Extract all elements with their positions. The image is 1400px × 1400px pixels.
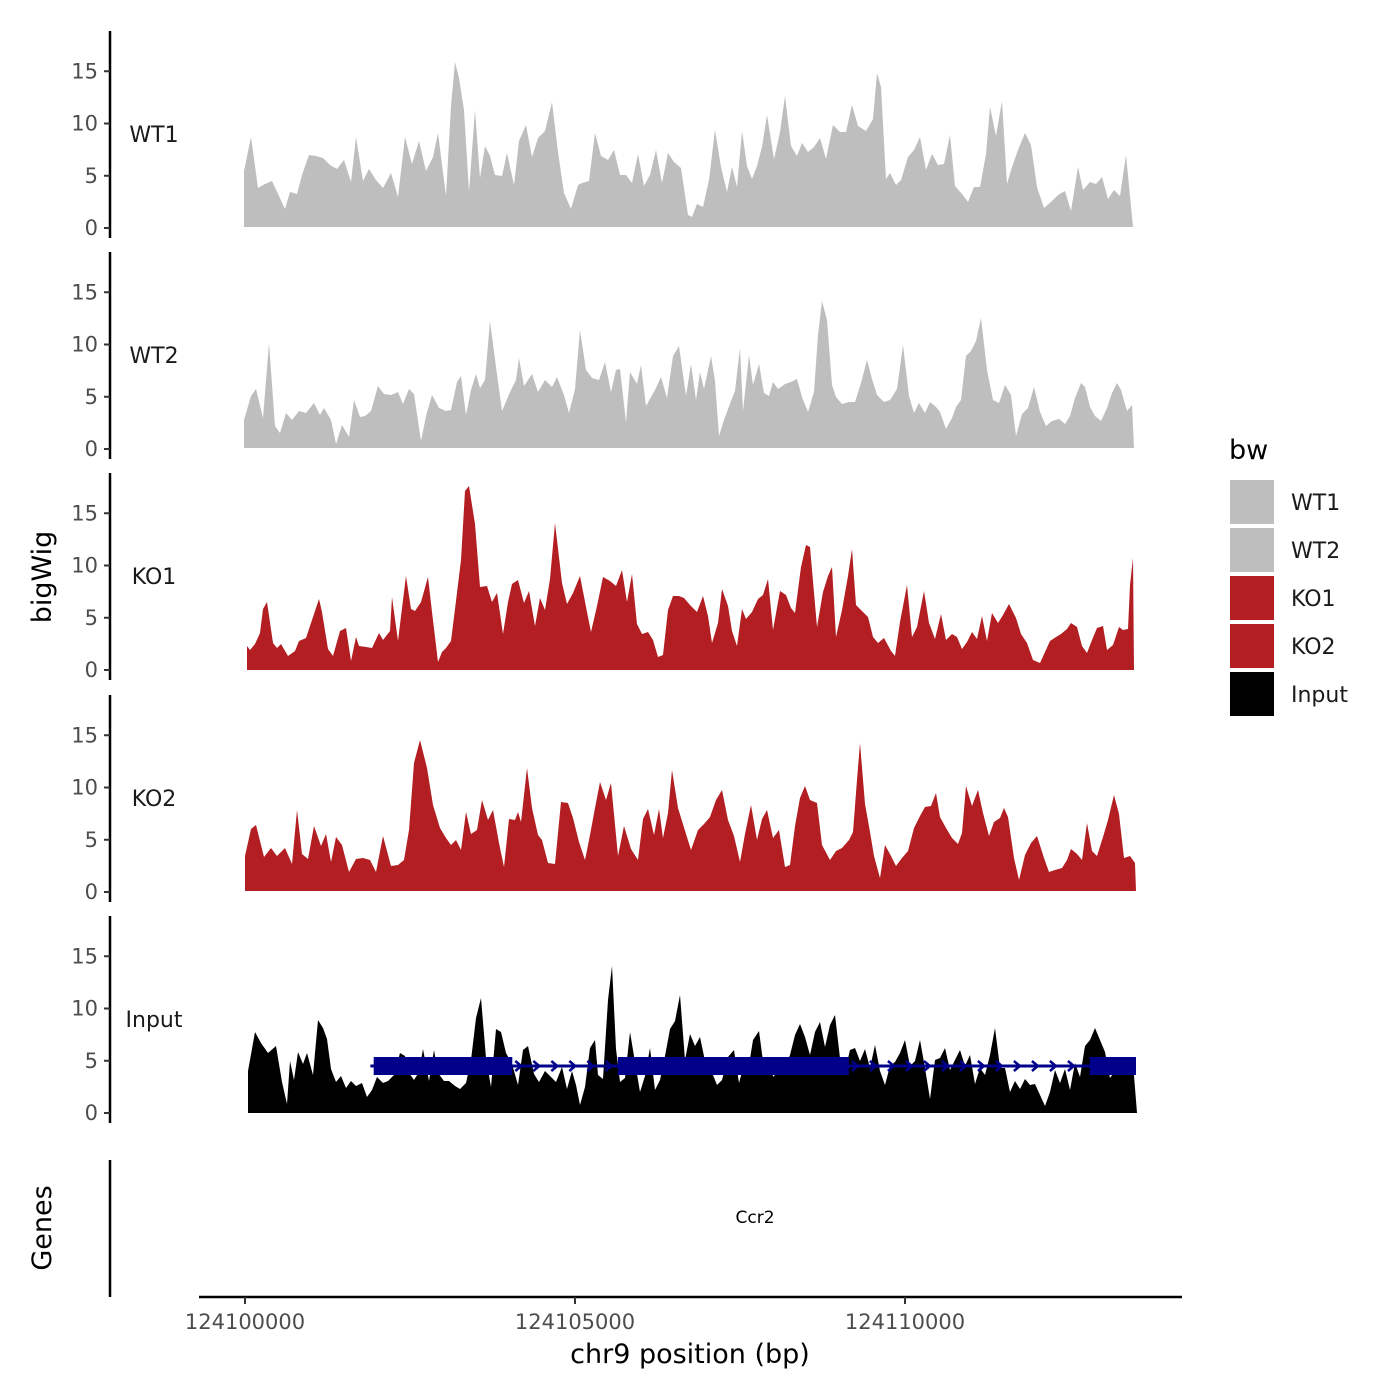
legend: bw WT1 WT2 KO1 KO2 Input xyxy=(1229,435,1348,716)
legend-swatch-ko1 xyxy=(1230,576,1274,620)
legend-label: WT2 xyxy=(1291,539,1340,564)
strand-chevron xyxy=(586,1060,596,1072)
strand-chevron xyxy=(1067,1060,1076,1072)
track-label: WT1 xyxy=(129,123,178,148)
x-axis: chr9 position (bp) 124100000 124105000 124… xyxy=(185,1295,1182,1370)
strand-chevron xyxy=(532,1060,542,1072)
strand-chevron xyxy=(905,1060,914,1072)
legend-title: bw xyxy=(1229,435,1268,466)
y-tick-label: 5 xyxy=(85,606,98,630)
strand-chevron xyxy=(851,1060,860,1072)
y-tick-label: 15 xyxy=(71,723,98,747)
strand-chevron xyxy=(1049,1060,1058,1072)
signal-tracks: 0 5 10 15 WT1 0 5 10 15 WT2 0 5 10 15 KO1 0 5 10 15 KO2 0 5 10… xyxy=(71,31,1137,1125)
strand-chevron xyxy=(1013,1060,1022,1072)
signal-area xyxy=(244,62,1133,227)
legend-swatch-input xyxy=(1230,672,1274,716)
y-tick-label: 0 xyxy=(85,216,98,240)
legend-swatch-wt1 xyxy=(1230,480,1274,524)
x-tick-label: 124100000 xyxy=(185,1310,305,1334)
y-tick-label: 15 xyxy=(71,280,98,304)
strand-chevron xyxy=(959,1060,968,1072)
strand-chevron xyxy=(995,1060,1004,1072)
gene-exon xyxy=(617,1057,849,1075)
gene-exon xyxy=(1089,1057,1136,1075)
y-tick-label: 0 xyxy=(85,880,98,904)
strand-chevron xyxy=(550,1060,560,1072)
signal-area xyxy=(245,740,1136,891)
y-tick-label: 5 xyxy=(85,385,98,409)
legend-label: KO2 xyxy=(1291,635,1336,660)
track-label: Input xyxy=(126,1008,183,1033)
track-label: KO1 xyxy=(132,565,177,590)
strand-chevron xyxy=(923,1060,932,1072)
strand-chevron xyxy=(941,1060,950,1072)
y-tick-label: 10 xyxy=(71,333,98,357)
gene-track-label: Genes xyxy=(27,1185,58,1270)
y-tick-label: 10 xyxy=(71,776,98,800)
gene-track: Genes Ccr2 xyxy=(27,1057,1136,1297)
track-ko2: 0 5 10 15 KO2 xyxy=(71,695,1136,904)
x-tick-label: 124105000 xyxy=(515,1310,635,1334)
track-wt2: 0 5 10 15 WT2 xyxy=(71,252,1134,461)
strand-chevron xyxy=(977,1060,986,1072)
y-axis-title: bigWig xyxy=(27,531,58,624)
strand-chevron xyxy=(568,1060,578,1072)
y-tick-label: 0 xyxy=(85,1101,98,1125)
y-tick-label: 5 xyxy=(85,828,98,852)
legend-swatch-wt2 xyxy=(1230,528,1274,572)
signal-area xyxy=(247,486,1134,670)
strand-chevron xyxy=(1031,1060,1040,1072)
y-tick-label: 5 xyxy=(85,1049,98,1073)
legend-label: KO1 xyxy=(1291,587,1336,612)
y-tick-label: 5 xyxy=(85,164,98,188)
y-tick-label: 10 xyxy=(71,554,98,578)
gene-name-label: Ccr2 xyxy=(735,1208,774,1228)
track-label: WT2 xyxy=(129,344,178,369)
track-input: 0 5 10 15 Input xyxy=(71,916,1137,1125)
legend-label: Input xyxy=(1291,683,1348,708)
strand-chevron xyxy=(869,1060,878,1072)
track-label: KO2 xyxy=(132,787,177,812)
track-ko1: 0 5 10 15 KO1 xyxy=(71,473,1134,682)
track-wt1: 0 5 10 15 WT1 xyxy=(71,31,1133,240)
signal-area xyxy=(248,966,1137,1113)
x-tick-label: 124110000 xyxy=(845,1310,965,1334)
y-tick-label: 15 xyxy=(71,59,98,83)
y-tick-label: 0 xyxy=(85,658,98,682)
strand-chevron xyxy=(514,1060,524,1072)
gene-exon xyxy=(373,1057,513,1075)
y-tick-label: 0 xyxy=(85,437,98,461)
strand-chevron xyxy=(887,1060,896,1072)
y-tick-label: 10 xyxy=(71,997,98,1021)
y-tick-label: 15 xyxy=(71,501,98,525)
y-tick-label: 10 xyxy=(71,112,98,136)
strand-chevron xyxy=(604,1060,614,1072)
y-tick-label: 15 xyxy=(71,944,98,968)
signal-area xyxy=(244,301,1134,448)
x-axis-title: chr9 position (bp) xyxy=(570,1339,810,1370)
legend-label: WT1 xyxy=(1291,491,1340,516)
legend-swatch-ko2 xyxy=(1230,624,1274,668)
